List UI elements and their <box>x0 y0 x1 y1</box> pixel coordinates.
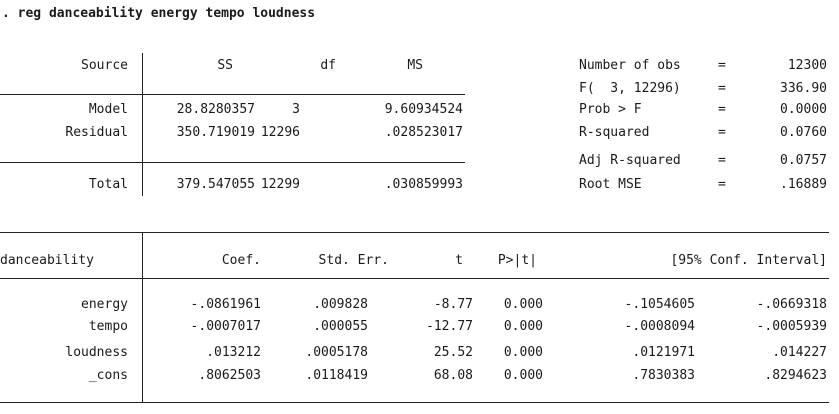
coef-row-ci-high: .8294623 <box>764 368 827 383</box>
coef-row-p: 0.000 <box>503 368 543 383</box>
coef-column-divider <box>142 232 143 402</box>
coef-row-se: .000055 <box>313 319 368 334</box>
stat-value: 336.90 <box>780 81 827 96</box>
anova-header-ms: MS <box>407 58 423 73</box>
coef-row-se: .0118419 <box>305 368 368 383</box>
command-line: . reg danceability energy tempo loudness <box>2 6 316 21</box>
stat-value: 12300 <box>787 58 827 73</box>
coef-header-divider <box>0 278 829 279</box>
anova-row-source: Model <box>88 102 128 117</box>
anova-total-ss: 379.547055 <box>176 177 255 192</box>
coef-row-ci-high: -.0005939 <box>756 319 827 334</box>
stat-value: 0.0760 <box>780 125 827 140</box>
coef-header-se: Std. Err. <box>318 253 389 268</box>
stat-label: R-squared <box>579 125 650 140</box>
coef-row-t: 68.08 <box>433 368 473 383</box>
stat-equals: = <box>718 125 726 140</box>
anova-total-df: 12299 <box>260 177 300 192</box>
stat-equals: = <box>718 177 726 192</box>
stat-label: Prob > F <box>579 102 642 117</box>
anova-row-ms: .028523017 <box>384 125 463 140</box>
coef-row-ci-low: -.1054605 <box>624 297 695 312</box>
coef-row-ci-low: -.0008094 <box>624 319 695 334</box>
stat-equals: = <box>718 58 726 73</box>
stat-equals: = <box>718 81 726 96</box>
stat-value: 0.0757 <box>780 153 827 168</box>
anova-total-divider <box>0 162 465 163</box>
coef-row-coef: -.0861961 <box>190 297 261 312</box>
coef-row-var: loudness <box>65 345 128 360</box>
coef-row-t: 25.52 <box>433 345 473 360</box>
coef-header-t: t <box>455 253 463 268</box>
anova-header-divider <box>0 94 465 95</box>
stat-value: .16889 <box>780 177 827 192</box>
coef-row-t: -12.77 <box>426 319 473 334</box>
stat-label: Adj R-squared <box>579 153 681 168</box>
anova-total-ms: .030859993 <box>384 177 463 192</box>
stat-value: 0.0000 <box>780 102 827 117</box>
coef-header-coef: Coef. <box>221 253 261 268</box>
stat-label: F( 3, 12296) <box>579 81 681 96</box>
anova-row-df: 12296 <box>260 125 300 140</box>
coef-row-ci-high: .014227 <box>772 345 827 360</box>
coef-row-coef: .8062503 <box>198 368 261 383</box>
stat-label: Root MSE <box>579 177 642 192</box>
coef-row-se: .009828 <box>313 297 368 312</box>
coef-header-p: P>|t| <box>497 253 537 268</box>
anova-header-ss: SS <box>217 58 233 73</box>
coef-row-coef: .013212 <box>206 345 261 360</box>
stat-equals: = <box>718 153 726 168</box>
anova-row-ss: 28.8280357 <box>176 102 255 117</box>
anova-header-df: df <box>320 58 336 73</box>
anova-row-df: 3 <box>292 102 300 117</box>
anova-row-source: Residual <box>65 125 128 140</box>
anova-row-ms: 9.60934524 <box>384 102 463 117</box>
coef-row-var: energy <box>81 297 128 312</box>
coef-top-divider <box>0 232 829 233</box>
coef-row-p: 0.000 <box>503 297 543 312</box>
anova-column-divider <box>142 53 143 196</box>
coef-header-depvar: danceability <box>0 253 94 268</box>
coef-header-ci: [95% Conf. Interval] <box>670 253 827 268</box>
coef-row-p: 0.000 <box>503 319 543 334</box>
coef-row-t: -8.77 <box>433 297 473 312</box>
coef-row-ci-low: .7830383 <box>632 368 695 383</box>
coef-row-var: _cons <box>88 368 128 383</box>
coef-bottom-divider <box>0 402 829 403</box>
stat-label: Number of obs <box>579 58 681 73</box>
coef-row-p: 0.000 <box>503 345 543 360</box>
coef-row-coef: -.0007017 <box>190 319 261 334</box>
coef-row-var: tempo <box>88 319 128 334</box>
coef-row-ci-low: .0121971 <box>632 345 695 360</box>
coef-row-ci-high: -.0669318 <box>756 297 827 312</box>
stat-equals: = <box>718 102 726 117</box>
anova-header-source: Source <box>81 58 128 73</box>
anova-row-ss: 350.719019 <box>176 125 255 140</box>
coef-row-se: .0005178 <box>305 345 368 360</box>
anova-total-source: Total <box>88 177 128 192</box>
